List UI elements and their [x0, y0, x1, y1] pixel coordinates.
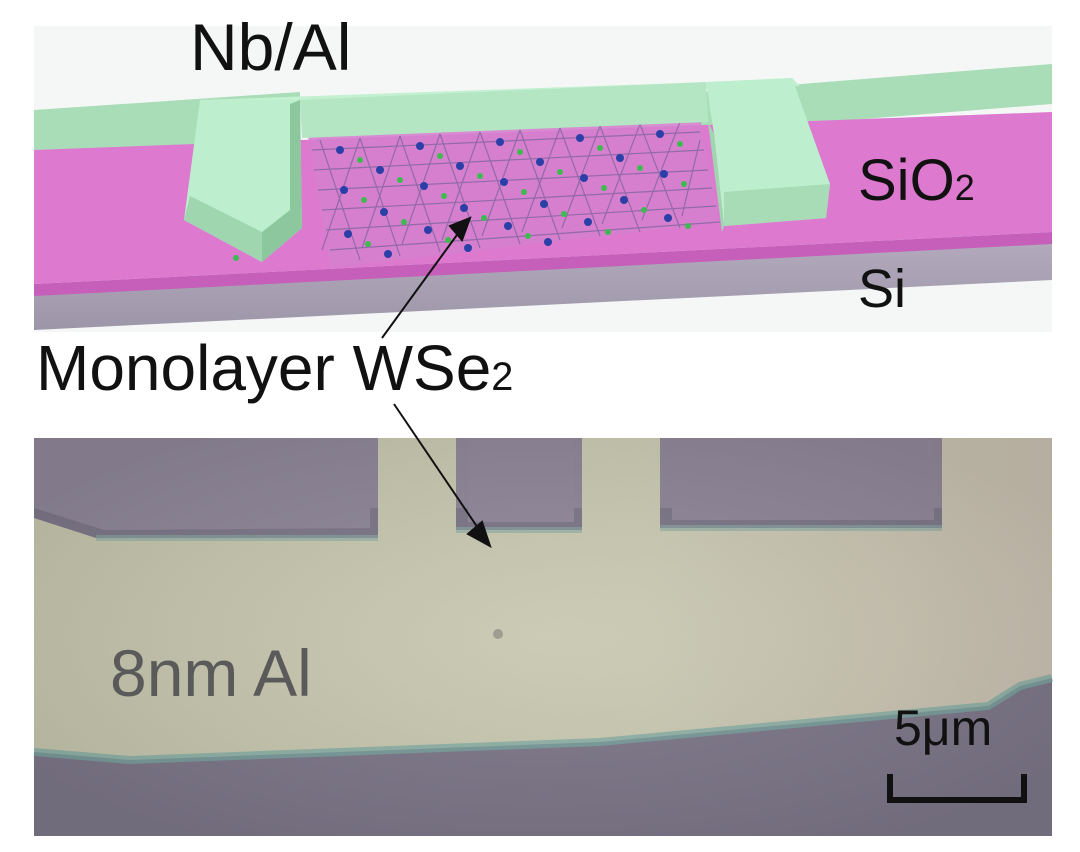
arrow-to-micrograph	[393, 403, 483, 535]
nbal-electrode	[184, 78, 830, 262]
particle	[493, 629, 503, 639]
scale-bar	[887, 774, 1027, 803]
si-label: Si	[858, 259, 907, 319]
sio2-edge	[34, 232, 1052, 296]
si-layer	[34, 240, 1052, 330]
annotation-arrows	[381, 216, 492, 549]
device-schematic	[34, 26, 1052, 332]
nbal-label: Nb/Al	[190, 10, 352, 84]
arrow-head-bottom	[466, 520, 492, 549]
wse2-lattice	[233, 118, 721, 268]
scale-bar-label: 5μm	[894, 700, 993, 756]
monolayer-wse2-label: Monolayer WSe2	[36, 332, 514, 404]
optical-micrograph	[33, 438, 1053, 836]
film-thickness-label: 8nm Al	[110, 636, 312, 710]
sio2-label: SiO2	[858, 148, 975, 213]
arrow-to-schematic	[381, 227, 463, 339]
arrow-head-top	[448, 216, 472, 242]
